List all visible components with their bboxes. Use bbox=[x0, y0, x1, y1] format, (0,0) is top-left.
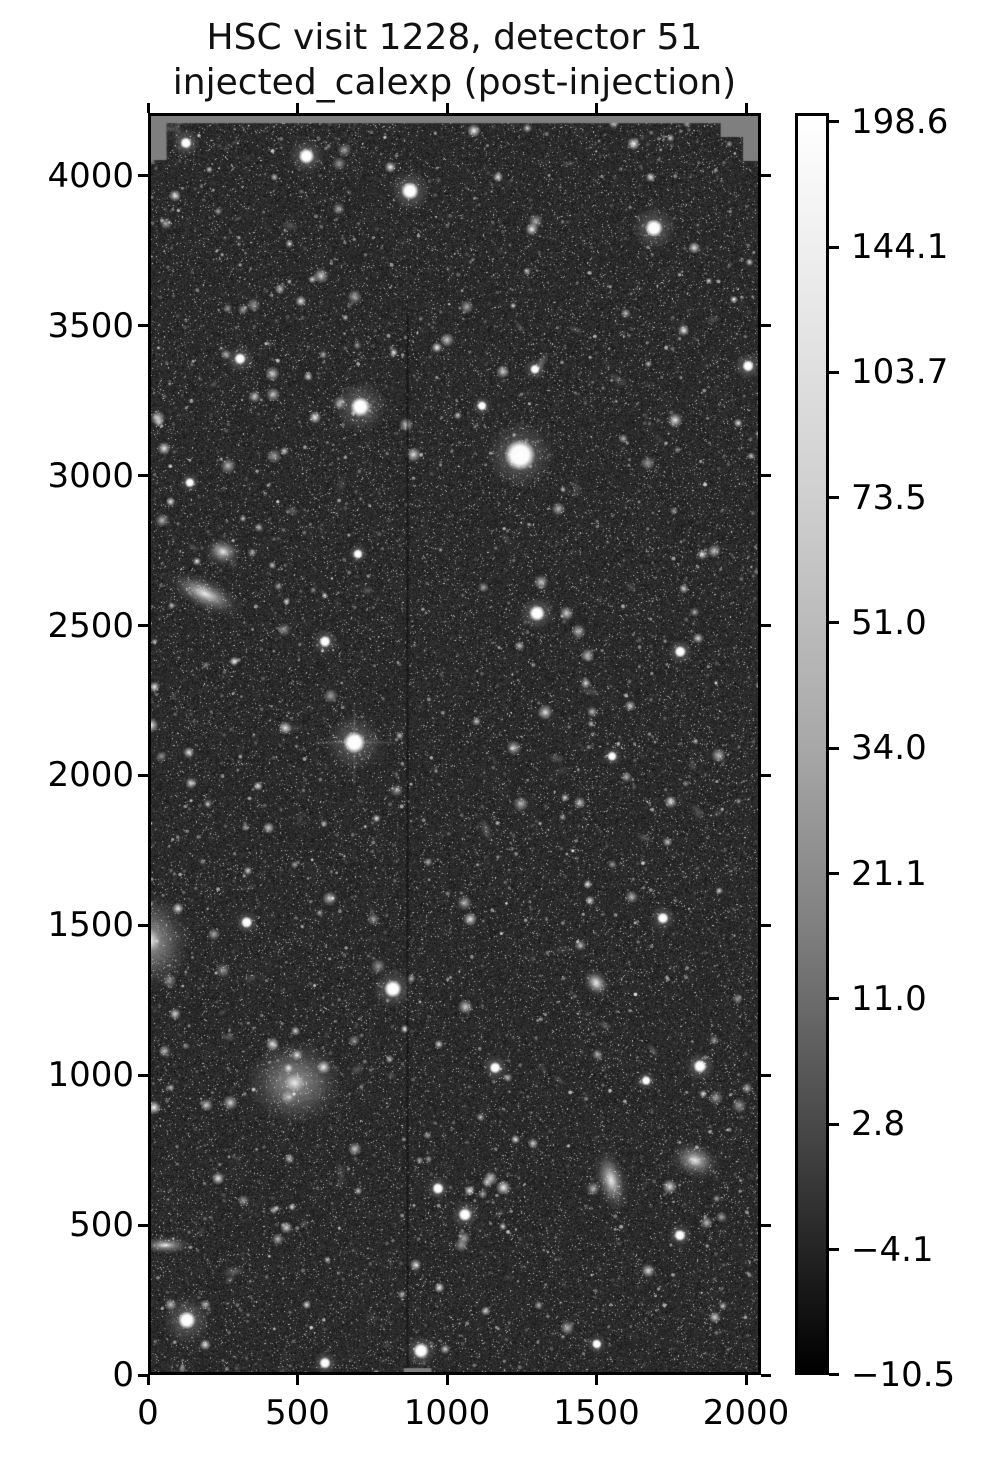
colorbar bbox=[795, 113, 829, 1375]
y-tick-label: 500 bbox=[69, 1205, 134, 1246]
y-tick-mark bbox=[138, 1223, 148, 1227]
y-tick-mark-right bbox=[761, 1073, 771, 1077]
y-tick-mark bbox=[138, 773, 148, 777]
x-tick-label: 1500 bbox=[553, 1393, 640, 1433]
chart-title: HSC visit 1228, detector 51 injected_cal… bbox=[148, 16, 761, 105]
colorbar-tick-mark bbox=[829, 997, 839, 1001]
y-tick-mark bbox=[138, 324, 148, 328]
chart-title-line1: HSC visit 1228, detector 51 bbox=[206, 17, 703, 58]
x-tick-mark-top bbox=[296, 103, 299, 113]
colorbar-tick-label: −10.5 bbox=[851, 1354, 956, 1395]
colorbar-tick-mark bbox=[829, 370, 839, 374]
x-tick-mark-top bbox=[595, 103, 599, 113]
x-tick-mark-top bbox=[744, 103, 748, 113]
x-tick-mark bbox=[146, 1375, 150, 1385]
y-tick-label: 1500 bbox=[47, 905, 134, 946]
colorbar-tick-mark bbox=[829, 496, 839, 500]
colorbar-tick-label: 198.6 bbox=[851, 101, 949, 142]
colorbar-tick-mark bbox=[829, 1248, 839, 1252]
y-tick-mark-right bbox=[761, 1223, 771, 1227]
y-tick-label: 3000 bbox=[47, 455, 134, 496]
y-tick-mark-right bbox=[761, 624, 771, 628]
colorbar-tick-label: 11.0 bbox=[851, 978, 927, 1019]
y-tick-label: 1000 bbox=[47, 1055, 134, 1096]
x-tick-mark-top bbox=[445, 103, 449, 113]
x-tick-mark bbox=[296, 1375, 299, 1385]
colorbar-tick-mark bbox=[829, 621, 839, 625]
x-tick-label: 2000 bbox=[702, 1393, 790, 1433]
x-tick-mark bbox=[595, 1375, 599, 1385]
colorbar-tick-mark bbox=[829, 1373, 839, 1377]
colorbar-tick-label: −4.1 bbox=[851, 1229, 934, 1270]
y-tick-mark-right bbox=[761, 773, 771, 777]
y-tick-label: 3500 bbox=[47, 305, 134, 346]
y-tick-label: 2500 bbox=[47, 605, 134, 646]
y-tick-mark bbox=[138, 174, 148, 178]
colorbar-tick-label: 103.7 bbox=[851, 352, 949, 393]
x-tick-mark bbox=[445, 1375, 449, 1385]
colorbar-tick-mark bbox=[829, 872, 839, 876]
x-tick-mark bbox=[744, 1375, 748, 1385]
colorbar-tick-mark bbox=[829, 245, 839, 249]
y-tick-mark bbox=[138, 1073, 148, 1077]
x-tick-mark-top bbox=[146, 103, 150, 113]
colorbar-tick-label: 51.0 bbox=[851, 602, 927, 643]
x-tick-label: 500 bbox=[265, 1393, 330, 1433]
y-tick-mark bbox=[138, 624, 148, 628]
colorbar-tick-mark bbox=[829, 120, 839, 124]
x-tick-label: 1000 bbox=[403, 1393, 491, 1433]
colorbar-tick-label: 21.1 bbox=[851, 853, 927, 894]
y-tick-label: 2000 bbox=[47, 755, 134, 796]
y-tick-mark bbox=[138, 923, 148, 927]
y-tick-mark-right bbox=[761, 923, 771, 927]
colorbar-tick-label: 144.1 bbox=[851, 227, 949, 268]
y-tick-mark-right bbox=[761, 324, 771, 328]
y-tick-label: 0 bbox=[112, 1355, 134, 1395]
chart-title-line2: injected_calexp (post-injection) bbox=[172, 61, 737, 103]
colorbar-tick-mark bbox=[829, 1122, 839, 1126]
colorbar-tick-label: 2.8 bbox=[851, 1104, 906, 1145]
colorbar-tick-mark bbox=[829, 746, 839, 750]
y-tick-mark bbox=[138, 474, 148, 478]
y-tick-mark-right bbox=[761, 474, 771, 478]
y-tick-mark-right bbox=[761, 1373, 771, 1377]
y-tick-label: 4000 bbox=[47, 155, 134, 196]
x-tick-label: 0 bbox=[137, 1393, 159, 1433]
y-tick-mark-right bbox=[761, 174, 771, 178]
colorbar-tick-label: 73.5 bbox=[851, 477, 927, 518]
colorbar-tick-label: 34.0 bbox=[851, 728, 927, 769]
image-canvas bbox=[148, 113, 761, 1375]
y-tick-mark bbox=[138, 1373, 148, 1377]
